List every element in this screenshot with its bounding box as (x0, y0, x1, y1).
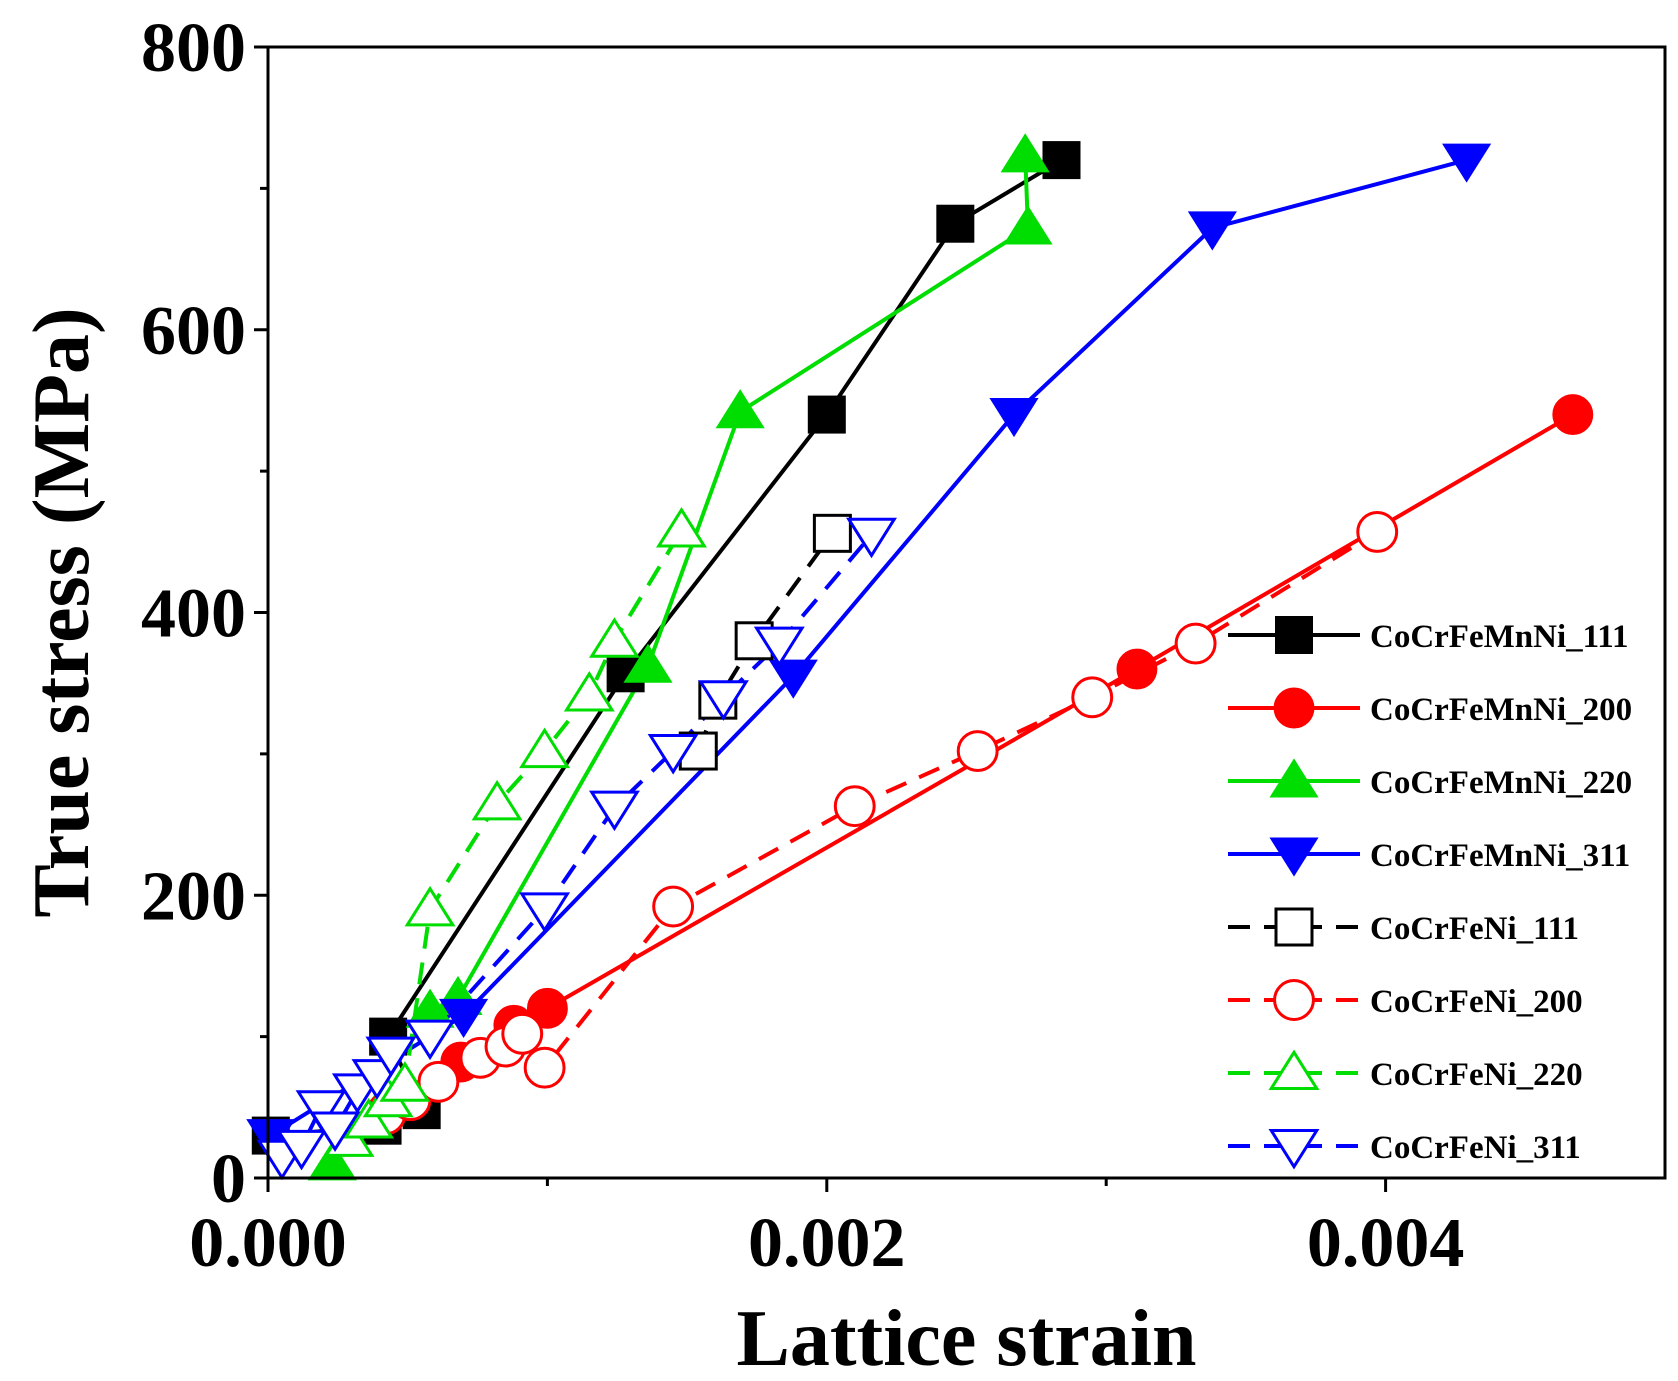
data-point-CoCrFeMnNi_200-3 (1116, 648, 1158, 690)
data-point-CoCrFeNi_200-12 (1356, 510, 1399, 553)
data-point-CoCrFeNi_220-5 (471, 779, 523, 821)
legend-label: CoCrFeNi_200 (1370, 984, 1583, 1020)
data-point-CoCrFeNi_220-8 (588, 617, 640, 658)
data-point-CoCrFeMnNi_111-6 (936, 204, 975, 243)
legend-marker (1268, 1049, 1320, 1091)
legend: CoCrFeMnNi_111 CoCrFeMnNi_200 CoCrFeMnNi_2… (1228, 616, 1632, 1170)
data-point-CoCrFeMnNi_111-5 (807, 395, 846, 434)
legend-label: CoCrFeMnNi_311 (1370, 838, 1630, 874)
data-point-CoCrFeNi_220-3 (379, 1061, 431, 1102)
y-axis-title: True stress (MPa) (18, 307, 106, 917)
data-point-CoCrFeMnNi_200-4 (1552, 394, 1594, 436)
data-point-CoCrFeMnNi_311-4 (1187, 211, 1237, 251)
data-point-CoCrFeNi_311-6 (365, 1036, 417, 1078)
data-point-CoCrFeNi_220-9 (656, 506, 707, 548)
legend-label: CoCrFeNi_220 (1370, 1057, 1583, 1093)
data-point-CoCrFeNi_311-1 (276, 1129, 328, 1171)
axes: 0.000 0.002 0.004 0 200 400 600 800 (141, 10, 1667, 1282)
legend-item-CoCrFeNi_111: CoCrFeNi_111 (1228, 907, 1579, 947)
data-point-CoCrFeNi_200-9 (956, 730, 999, 772)
legend-item-CoCrFeMnNi_311: CoCrFeMnNi_311 (1228, 837, 1630, 877)
x-axis-title: Lattice strain (737, 1295, 1197, 1381)
data-point-CoCrFeNi_200-6 (523, 1046, 566, 1089)
data-point-CoCrFeNi_311-13 (846, 517, 897, 559)
x-tick-label: 0.000 (189, 1205, 347, 1282)
legend-item-CoCrFeMnNi_111: CoCrFeMnNi_111 (1228, 616, 1628, 655)
data-point-CoCrFeNi_311-3 (309, 1111, 361, 1153)
data-point-CoCrFeNi_200-5 (501, 1012, 544, 1055)
legend-label: CoCrFeNi_111 (1370, 911, 1579, 947)
x-tick-label: 0.002 (748, 1205, 906, 1282)
legend-marker (1274, 907, 1314, 947)
legend-marker (1273, 979, 1315, 1021)
data-point-CoCrFeNi_311-10 (647, 734, 699, 775)
data-point-CoCrFeNi_200-10 (1071, 676, 1114, 719)
data-point-CoCrFeNi_200-2 (417, 1060, 460, 1103)
legend-item-CoCrFeNi_200: CoCrFeNi_200 (1228, 979, 1583, 1021)
legend-label: CoCrFeMnNi_111 (1370, 619, 1628, 655)
series-markers (246, 133, 1594, 1181)
data-point-CoCrFeMnNi_111-7 (1042, 141, 1081, 180)
y-tick-label: 600 (141, 293, 246, 370)
y-tick-label: 0 (211, 1141, 246, 1218)
y-tick-label: 200 (141, 858, 246, 935)
data-point-CoCrFeMnNi_311-2 (768, 659, 818, 699)
data-point-CoCrFeNi_220-4 (404, 885, 456, 927)
legend-label: CoCrFeMnNi_220 (1370, 765, 1632, 801)
legend-marker (1269, 758, 1319, 798)
data-point-CoCrFeNi_311-9 (588, 790, 640, 832)
data-point-CoCrFeNi_200-7 (652, 885, 695, 928)
legend-marker (1269, 837, 1319, 877)
data-point-CoCrFeMnNi_311-1 (439, 998, 489, 1038)
data-point-CoCrFeNi_311-7 (404, 1019, 456, 1061)
data-point-CoCrFeNi_220-7 (563, 670, 615, 712)
x-tick-label: 0.004 (1307, 1205, 1465, 1282)
legend-item-CoCrFeNi_311: CoCrFeNi_311 (1228, 1128, 1581, 1170)
legend-label: CoCrFeNi_311 (1370, 1130, 1581, 1166)
legend-item-CoCrFeMnNi_220: CoCrFeMnNi_220 (1228, 758, 1632, 801)
data-point-CoCrFeNi_220-1 (343, 1097, 395, 1139)
legend-label: CoCrFeMnNi_200 (1370, 692, 1632, 728)
data-point-CoCrFeMnNi_220-6 (1000, 133, 1050, 173)
data-point-CoCrFeMnNi_311-5 (1442, 143, 1492, 183)
data-point-CoCrFeNi_311-12 (753, 626, 805, 668)
data-point-CoCrFeMnNi_220-5 (1003, 205, 1053, 245)
data-point-CoCrFeMnNi_220-4 (715, 389, 765, 429)
data-point-CoCrFeNi_311-2 (295, 1090, 347, 1131)
legend-marker (1275, 616, 1313, 654)
series-line-CoCrFeMnNi_111 (270, 158, 1063, 1138)
data-point-CoCrFeMnNi_311-3 (989, 398, 1039, 438)
legend-marker (1273, 687, 1315, 729)
y-tick-label: 400 (141, 576, 246, 653)
data-point-CoCrFeNi_220-6 (519, 727, 571, 769)
data-point-CoCrFeNi_200-8 (833, 785, 876, 828)
series-line-CoCrFeNi_111 (696, 532, 835, 752)
legend-marker (1268, 1128, 1320, 1170)
y-tick-label: 800 (141, 10, 246, 87)
legend-item-CoCrFeNi_220: CoCrFeNi_220 (1228, 1049, 1583, 1093)
data-point-CoCrFeNi_311-11 (697, 680, 749, 721)
data-point-CoCrFeNi_311-8 (519, 892, 571, 933)
data-point-CoCrFeMnNi_200-2 (526, 987, 568, 1029)
legend-item-CoCrFeMnNi_200: CoCrFeMnNi_200 (1228, 687, 1632, 729)
data-point-CoCrFeNi_111-3 (812, 513, 852, 553)
data-point-CoCrFeNi_200-11 (1174, 622, 1217, 665)
data-point-CoCrFeMnNi_220-3 (623, 643, 673, 683)
